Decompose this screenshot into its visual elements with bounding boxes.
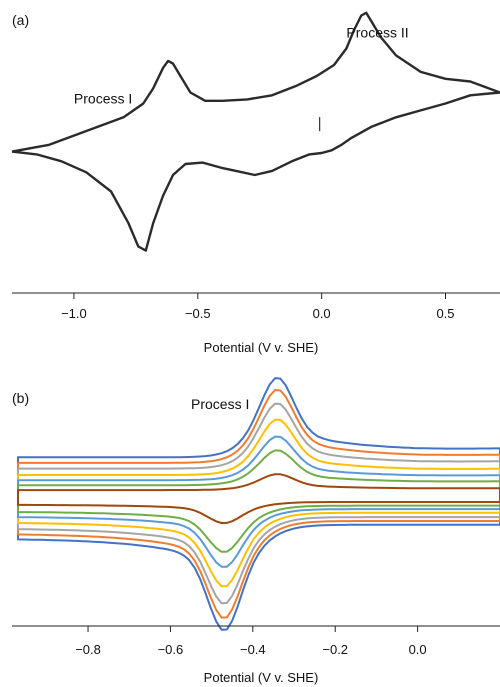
panel-a-x-axis-label: Potential (V v. SHE) — [204, 340, 319, 355]
panel-a-cv-curve-1 — [11, 11, 500, 252]
panel-a-letter: (a) — [12, 12, 29, 28]
panel-b-annotation-1: Process I — [191, 396, 249, 412]
panel-b-cv-curve-1 — [17, 377, 500, 631]
panel-a-ticks: −1.0 −0.5 0.0 0.5 — [61, 293, 455, 321]
panel-a-annotation-2: Process II — [346, 25, 408, 41]
panel-b-tick-label: −0.8 — [75, 642, 101, 657]
panel-b-cv-curve-3 — [17, 402, 500, 605]
panel-b-annotations: Process I — [191, 396, 249, 412]
panel-b-tick-label: −0.6 — [158, 642, 184, 657]
panel-b-ticks: −0.8 −0.6 −0.4 −0.2 0.0 — [75, 626, 427, 657]
panel-a-tick-label: −1.0 — [61, 306, 87, 321]
panel-a-tick-label: −0.5 — [185, 306, 211, 321]
panel-a-annotation-1: Process I — [74, 91, 132, 107]
panel-b-tick-label: −0.4 — [240, 642, 266, 657]
panel-b-cv-curve-2 — [17, 389, 500, 619]
panel-b-tick-label: 0.0 — [409, 642, 427, 657]
panel-b-curves — [17, 377, 500, 631]
panel-a: (a) Process I Process II −1.0 −0.5 0.0 0.5 P… — [11, 11, 500, 355]
panel-b-x-axis-label: Potential (V v. SHE) — [204, 670, 319, 685]
panel-a-tick-label: 0.5 — [436, 306, 454, 321]
panel-b-tick-label: −0.2 — [322, 642, 348, 657]
panel-a-annotations: Process I Process II — [74, 25, 409, 132]
panel-b: (b) Process I −0.8 −0.6 −0.4 −0.2 0.0 Potent… — [12, 377, 500, 685]
panel-b-cv-curve-4 — [17, 418, 500, 588]
panel-b-letter: (b) — [12, 390, 29, 406]
panel-a-tick-label: 0.0 — [313, 306, 331, 321]
panel-b-cv-curve-6 — [17, 449, 500, 553]
panel-a-curves — [11, 11, 500, 252]
panel-b-cv-curve-7 — [17, 473, 500, 524]
panel-b-cv-curve-5 — [17, 435, 500, 568]
